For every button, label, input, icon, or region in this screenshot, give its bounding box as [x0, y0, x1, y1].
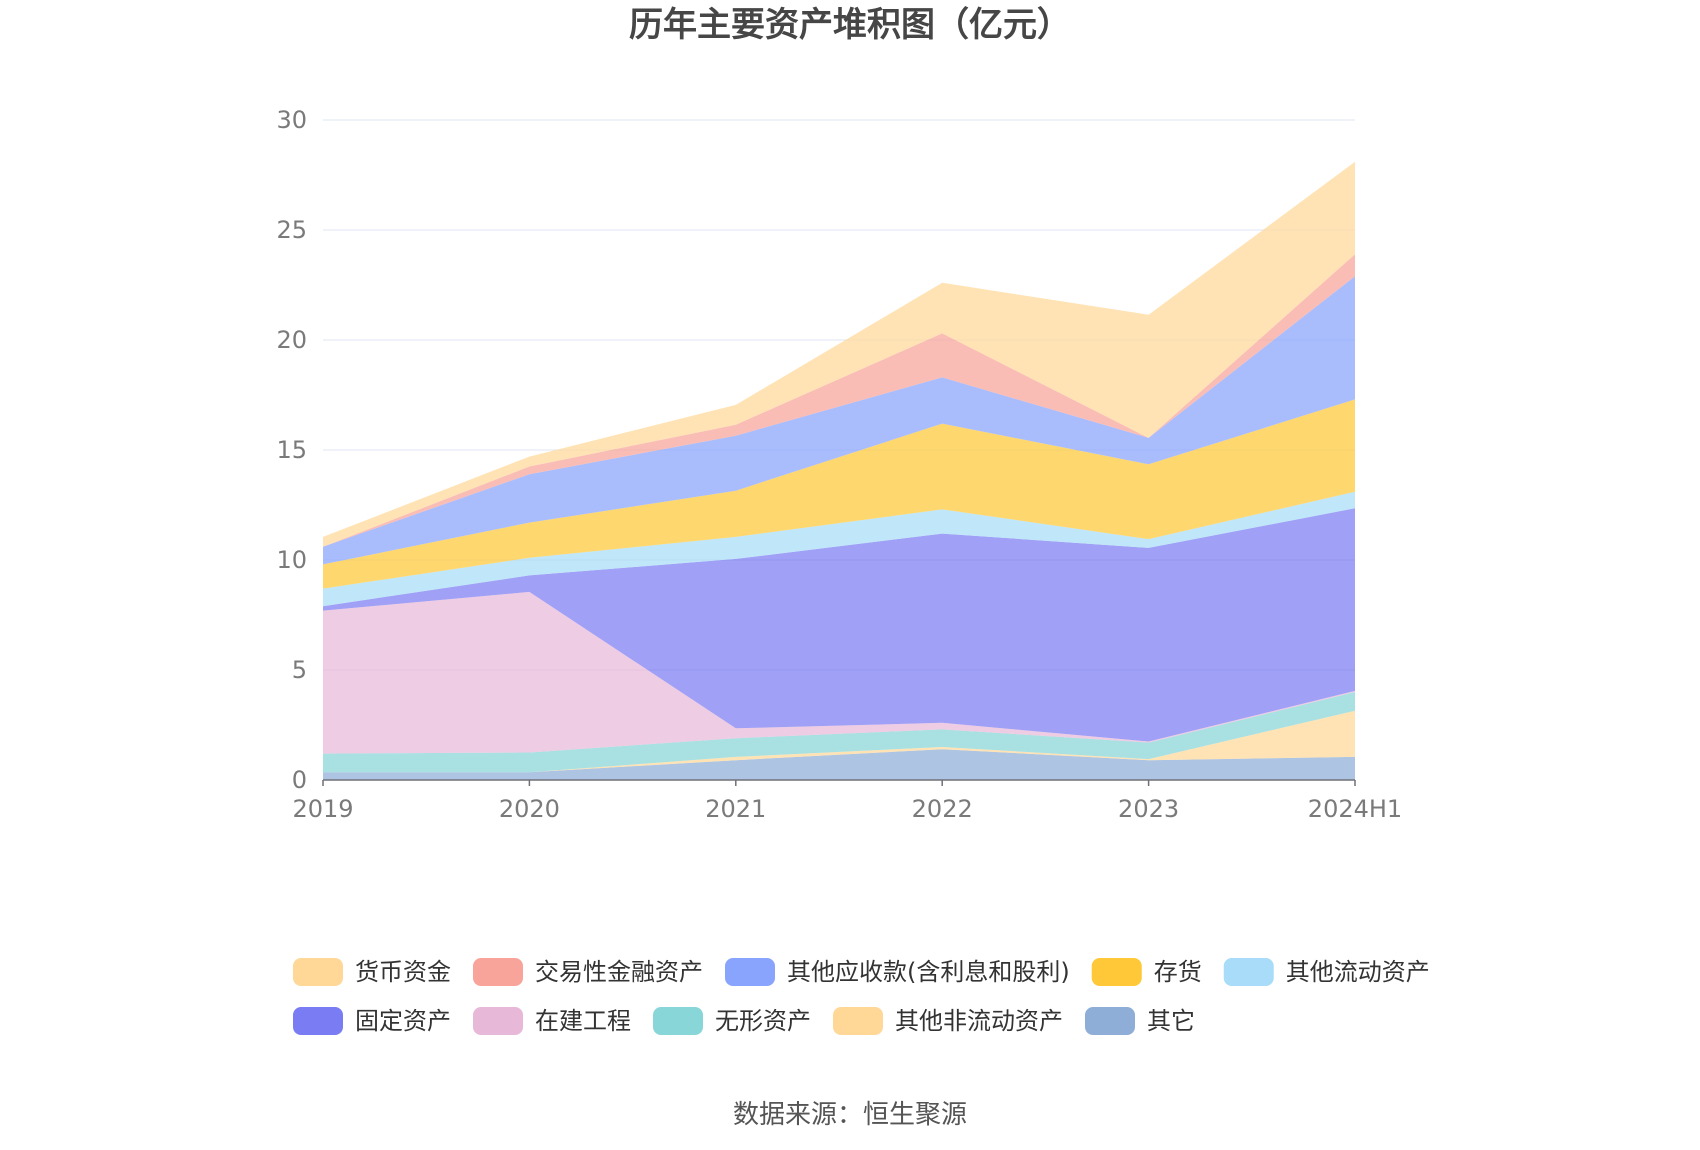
legend-label: 存货 [1154, 958, 1202, 986]
legend-swatch [293, 1007, 343, 1035]
legend-swatch [473, 958, 523, 986]
y-tick-label: 5 [292, 656, 307, 684]
legend-label: 其他流动资产 [1286, 958, 1430, 986]
area-9 [323, 161, 1355, 547]
legend-label: 其他应收款(含利息和股利) [787, 958, 1070, 986]
x-tick-label: 2024H1 [1308, 795, 1402, 823]
legend-item[interactable]: 其他流动资产 [1223, 958, 1430, 986]
legend-label: 交易性金融资产 [535, 958, 703, 986]
legend-item[interactable]: 无形资产 [653, 1007, 811, 1035]
y-tick-label: 10 [276, 546, 307, 574]
area-0 [323, 749, 1355, 780]
legend-item[interactable]: 交易性金融资产 [473, 958, 703, 986]
chart-title: 历年主要资产堆积图（亿元） [629, 5, 1071, 45]
legend-item[interactable]: 在建工程 [473, 1007, 631, 1035]
legend-swatch [1223, 958, 1274, 986]
x-tick-label: 2020 [499, 795, 560, 823]
x-tick-label: 2019 [292, 795, 353, 823]
area-4 [323, 508, 1355, 742]
y-tick-label: 30 [276, 106, 307, 134]
legend-label: 货币资金 [355, 958, 451, 986]
legend-item[interactable]: 其他非流动资产 [833, 1007, 1063, 1035]
x-tick-label: 2023 [1118, 795, 1179, 823]
legend-swatch [833, 1007, 883, 1035]
legend-item[interactable]: 固定资产 [293, 1007, 451, 1035]
y-tick-label: 20 [276, 326, 307, 354]
legend-swatch [653, 1007, 703, 1035]
legend-item[interactable]: 其他应收款(含利息和股利) [725, 958, 1070, 986]
area-1 [323, 710, 1355, 773]
legend-label: 在建工程 [535, 1007, 631, 1035]
x-tick-label: 2022 [912, 795, 973, 823]
legend-label: 无形资产 [715, 1007, 811, 1035]
legend-label: 其他非流动资产 [895, 1007, 1063, 1035]
area-7 [323, 276, 1355, 565]
legend-item[interactable]: 存货 [1091, 958, 1202, 986]
legend-label: 其它 [1147, 1007, 1195, 1035]
legend-swatch [473, 1007, 523, 1035]
data-source: 数据来源：恒生聚源 [733, 1100, 967, 1130]
legend-item[interactable]: 货币资金 [293, 958, 451, 986]
legend-label: 固定资产 [355, 1007, 451, 1035]
area-series [323, 161, 1355, 780]
legend-item[interactable]: 其它 [1085, 1007, 1195, 1035]
area-8 [323, 254, 1355, 547]
legend-swatch [1085, 1007, 1135, 1035]
y-tick-label: 15 [276, 436, 307, 464]
x-tick-label: 2021 [705, 795, 766, 823]
area-2 [323, 692, 1355, 773]
legend-swatch [293, 958, 343, 986]
area-3 [323, 591, 1355, 754]
axes: 2019 2020 2021 2022 2023 2024H1 [292, 779, 1402, 823]
legend-swatch [1091, 958, 1142, 986]
area-6 [323, 399, 1355, 589]
y-tick-label: 0 [292, 766, 307, 794]
y-tick-label: 25 [276, 216, 307, 244]
legend-swatch [725, 958, 775, 986]
